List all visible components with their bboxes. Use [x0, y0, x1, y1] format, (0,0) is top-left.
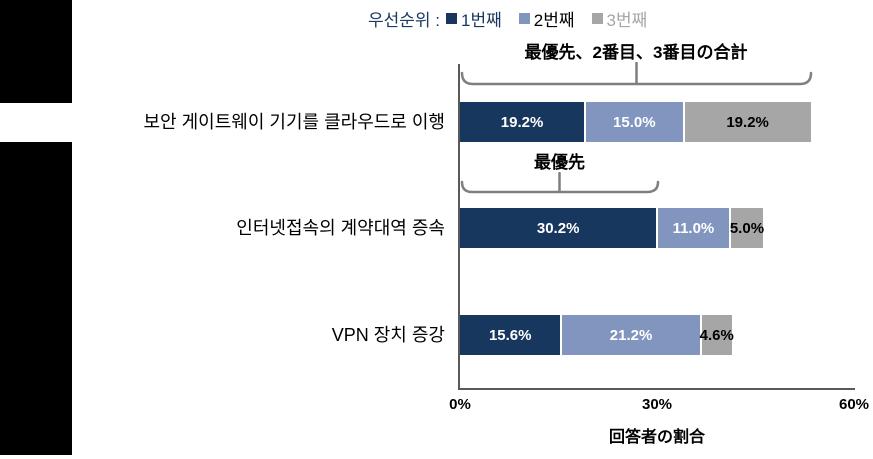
bar-segment-2번째-row1: 15.0% [586, 102, 685, 142]
category-label-internet-bandwidth: 인터넷접속의 계약대역 증속 [236, 218, 445, 238]
legend-item-2번째: 2번째 [518, 6, 575, 31]
legend-swatch-icon [591, 13, 603, 24]
value-label: 21.2% [609, 326, 653, 344]
bar-row-3: 15.6% 21.2% 4.6% [460, 315, 734, 355]
value-label: 4.6% [699, 326, 734, 344]
bracket-top-priority-icon [460, 172, 660, 194]
x-tick-30%: 30% [641, 396, 673, 413]
bar-row-2: 30.2% 11.0% 5.0% [460, 208, 765, 248]
legend-swatch-icon [518, 13, 530, 24]
bar-segment-1번째-row3: 15.6% [460, 315, 563, 355]
legend-item-3번째: 3번째 [591, 6, 648, 31]
bar-segment-3번째-row2: 5.0% [729, 208, 765, 248]
x-axis-title: 回答者の割合 [608, 429, 705, 446]
annotation-top-priority: 最優先 [534, 153, 585, 172]
bar-segment-1번째-row2: 30.2% [460, 208, 659, 248]
value-label: 19.2% [500, 113, 544, 131]
y-axis-line [458, 64, 460, 390]
x-axis-line [458, 388, 855, 390]
left-black-strip-top [0, 0, 72, 103]
value-label: 15.6% [488, 326, 532, 344]
legend-item-label: 2번째 [533, 11, 575, 30]
legend-swatch-icon [446, 13, 458, 24]
plot-area: 19.2% 15.0% 19.2% 30.2% 11.0% 5.0% 15.6% 21.2% 4… [460, 102, 854, 390]
bracket-total-icon [460, 62, 813, 86]
bar-segment-3번째-row1: 19.2% [684, 102, 811, 142]
x-axis-ticks: 0% 30% 60% [449, 396, 869, 416]
value-label: 19.2% [726, 113, 769, 131]
bar-row-1: 19.2% 15.0% 19.2% [460, 102, 811, 142]
value-label: 11.0% [672, 219, 715, 237]
value-label: 15.0% [613, 113, 656, 131]
bar-segment-2번째-row3: 21.2% [562, 315, 702, 355]
legend-items: 1번째 2번째 3번째 [446, 6, 664, 31]
x-tick-60%: 60% [838, 396, 870, 413]
bar-segment-1번째-row1: 19.2% [460, 102, 587, 142]
legend: 우선순위 : 1번째 2번째 3번째 [368, 6, 664, 31]
category-label-vpn: VPN 장치 증강 [331, 325, 445, 345]
legend-item-label: 1번째 [461, 11, 502, 30]
bar-segment-3번째-row3: 4.6% [699, 315, 734, 355]
legend-title: 우선순위 : [368, 11, 441, 30]
bar-segment-2번째-row2: 11.0% [658, 208, 731, 248]
annotation-total-of-three: 最優先、2番目、3番目の合計 [524, 43, 748, 62]
left-black-strip-bottom [0, 142, 72, 455]
value-label: 30.2% [536, 219, 580, 237]
x-tick-0%: 0% [449, 396, 471, 413]
legend-item-label: 3번째 [606, 11, 648, 30]
category-label-security-gateway: 보안 게이트웨이 기기를 클라우드로 이행 [143, 112, 445, 132]
value-label: 5.0% [729, 219, 765, 237]
legend-item-1번째: 1번째 [446, 6, 502, 31]
